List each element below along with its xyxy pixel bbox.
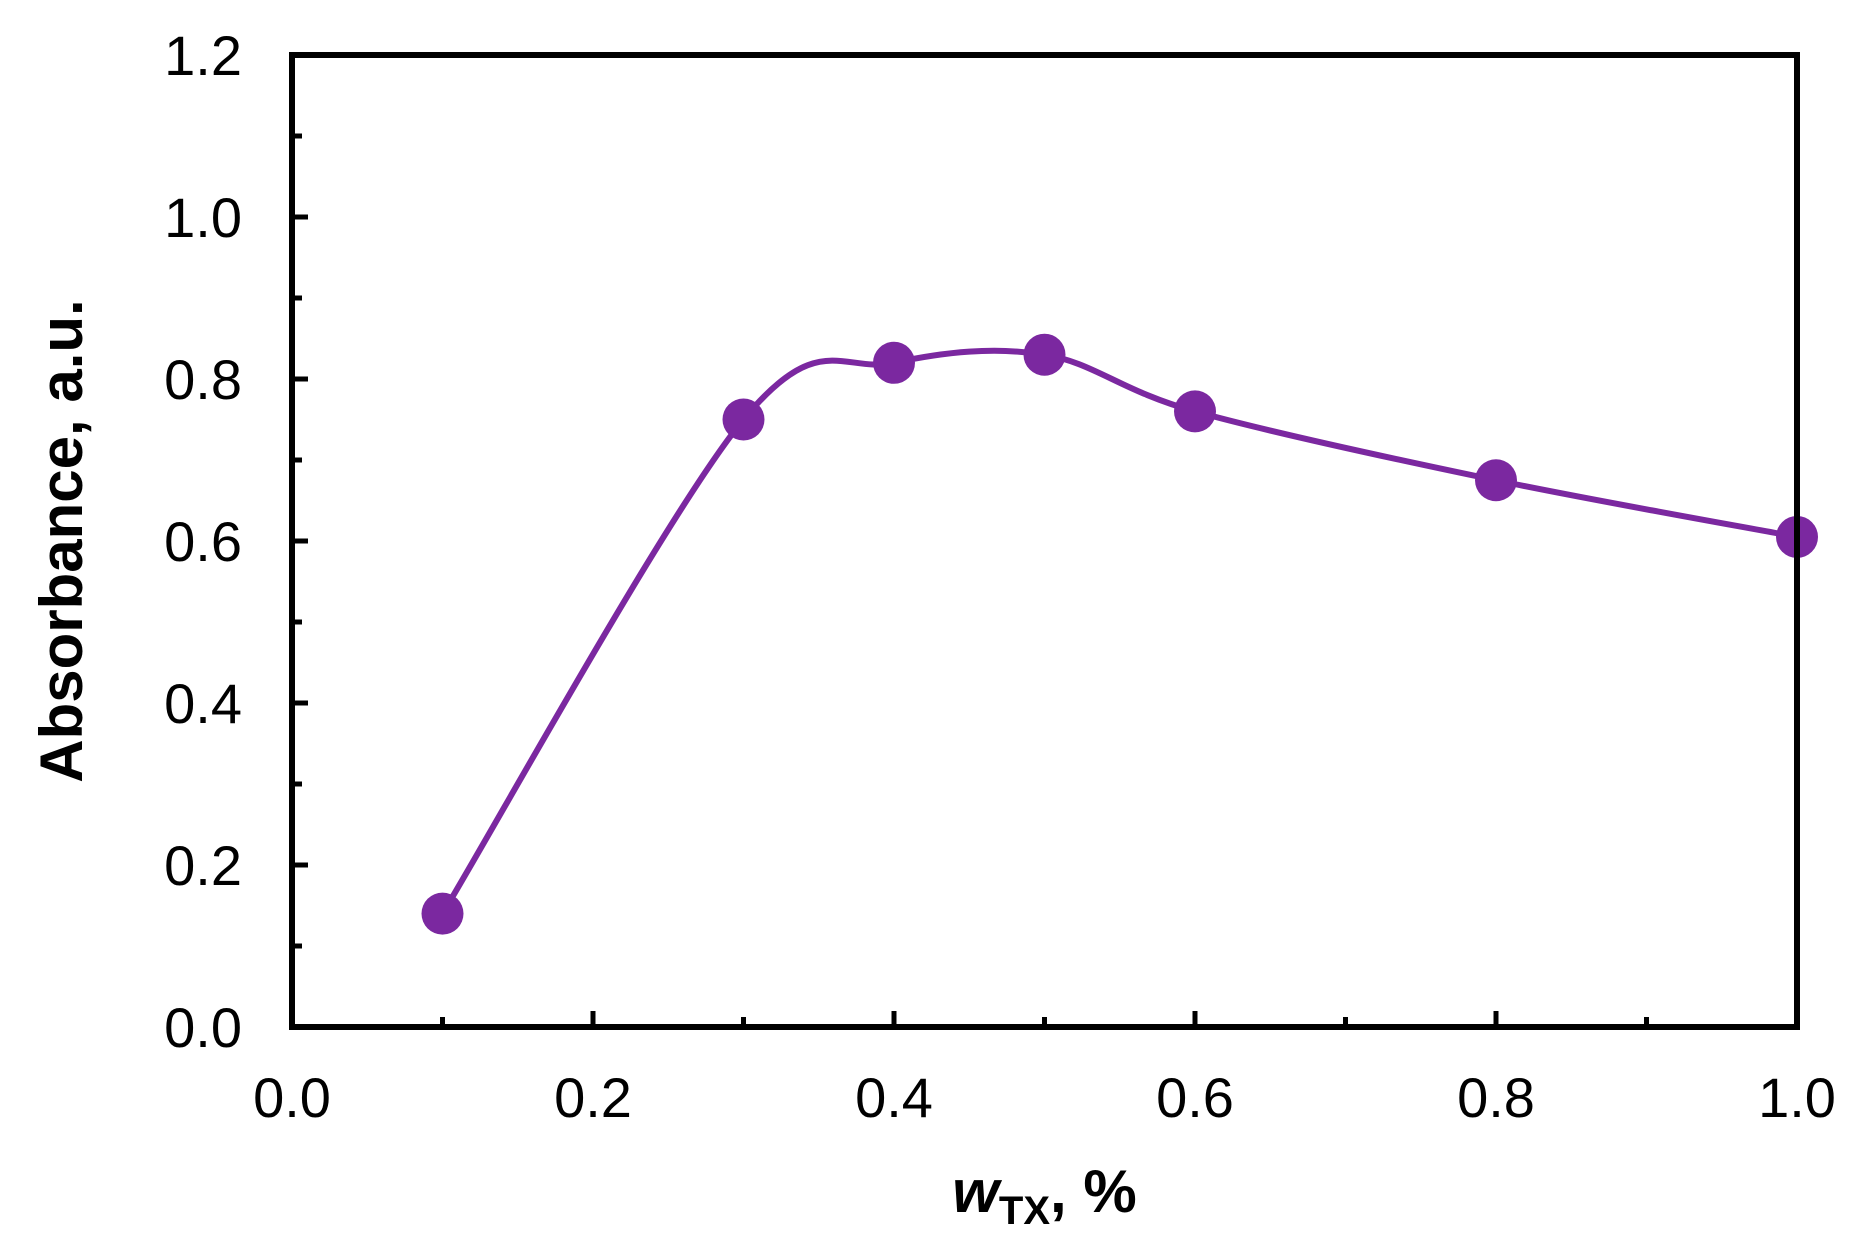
y-tick-label-0-6: 0.6 [164, 510, 242, 573]
x-tick-label-0-2: 0.2 [554, 1066, 632, 1129]
x-axis-label: wTX, % [952, 1158, 1137, 1233]
x-tick-label-1: 1.0 [1758, 1066, 1836, 1129]
data-point-0-1 [421, 892, 464, 935]
points-layer [421, 333, 1818, 935]
y-tick-label-1-2: 1.2 [164, 24, 242, 87]
x-axis-label-main: w [952, 1158, 1002, 1225]
data-point-0-3 [722, 398, 765, 441]
x-tick-label-0: 0.0 [253, 1066, 331, 1129]
labels-layer: 0.0 0.2 0.4 0.6 0.8 1.0 0.0 0.2 0.4 0.6 0.8 1.0 1.2 [164, 24, 1836, 1129]
y-axis-label: Absorbance, a.u. [28, 299, 95, 782]
y-tick-label-0-4: 0.4 [164, 672, 242, 735]
data-point-0-8 [1475, 459, 1517, 502]
data-point-0-5 [1023, 333, 1066, 376]
x-tick-label-0-4: 0.4 [855, 1066, 933, 1129]
ticks-layer [289, 52, 1800, 1030]
series-line [439, 347, 1798, 916]
plot-frame [289, 52, 1800, 1030]
data-point-0-4 [873, 341, 915, 384]
x-axis-label-sub: TX [999, 1189, 1050, 1233]
data-point-0-6 [1174, 390, 1216, 433]
x-tick-label-0-8: 0.8 [1457, 1066, 1535, 1129]
y-tick-label-0-8: 0.8 [164, 348, 242, 411]
series-layer [439, 347, 1798, 916]
x-tick-label-0-6: 0.6 [1156, 1066, 1234, 1129]
y-tick-label-0-2: 0.2 [164, 834, 242, 897]
x-axis-label-suffix: , % [1050, 1158, 1137, 1225]
y-tick-label-0: 0.0 [164, 996, 242, 1059]
y-tick-label-1: 1.0 [164, 186, 242, 249]
